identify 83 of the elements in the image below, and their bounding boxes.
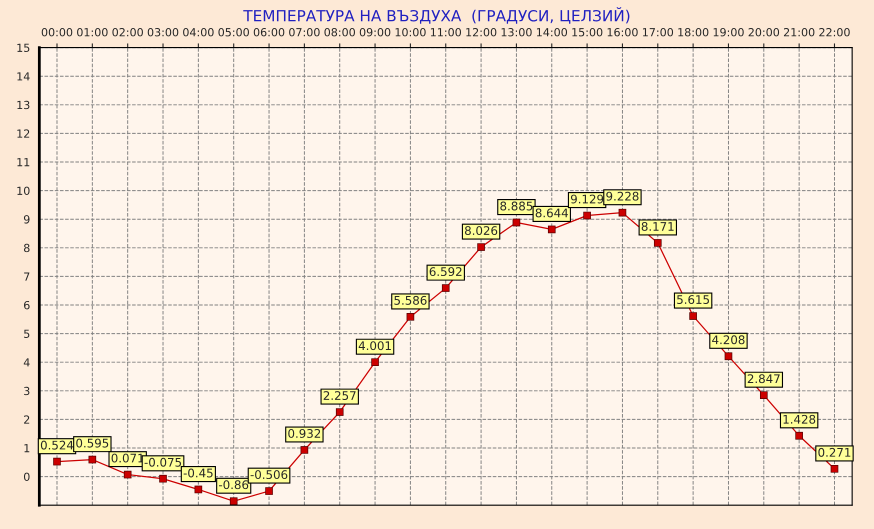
x-tick-label: 04:00 bbox=[183, 28, 214, 36]
x-tick-label: 15:00 bbox=[572, 28, 602, 36]
point bbox=[689, 312, 697, 320]
x-tick-label: 14:00 bbox=[536, 28, 568, 36]
x-tick-label: 18:00 bbox=[678, 28, 708, 36]
x-tick-label: 19:00 bbox=[714, 28, 744, 36]
x-tick-label: 11:00 bbox=[430, 28, 462, 36]
y-tick-label: 12 bbox=[17, 129, 30, 138]
point bbox=[124, 470, 132, 478]
point bbox=[512, 218, 520, 226]
point bbox=[548, 226, 556, 234]
data-label: 9.228 bbox=[606, 192, 639, 201]
y-tick-label: 3 bbox=[24, 386, 30, 396]
data-label: 2.257 bbox=[324, 391, 356, 400]
data-label: 2.847 bbox=[748, 374, 780, 384]
data-label: 5.615 bbox=[677, 295, 709, 304]
point bbox=[230, 497, 238, 506]
data-label: 8.171 bbox=[642, 222, 674, 231]
x-tick-label: 03:00 bbox=[148, 28, 178, 36]
point bbox=[760, 391, 768, 399]
y-tick-label: 15 bbox=[17, 44, 30, 52]
data-label: -0.075 bbox=[144, 458, 182, 467]
y-tick-label: 8 bbox=[24, 244, 30, 252]
data-label: 4.001 bbox=[358, 341, 391, 350]
point bbox=[477, 243, 485, 251]
chart-title: ТЕМПЕРАТУРА НА ВЪЗДУХА (ГРАДУСИ, ЦЕЛЗИЙ) bbox=[243, 7, 630, 24]
y-tick-label: 6 bbox=[24, 300, 30, 310]
point bbox=[336, 408, 344, 416]
y-tick-label: 14 bbox=[17, 72, 30, 80]
y-tick-label: 4 bbox=[24, 358, 30, 366]
x-tick-label: 12:00 bbox=[466, 28, 496, 36]
point bbox=[194, 486, 202, 494]
x-tick-label: 16:00 bbox=[608, 28, 638, 36]
x-tick-label: 17:00 bbox=[642, 28, 674, 36]
x-tick-label: 09:00 bbox=[360, 28, 390, 36]
point bbox=[618, 208, 626, 217]
x-tick-label: 06:00 bbox=[254, 28, 284, 36]
point bbox=[88, 456, 96, 464]
data-label: 8.644 bbox=[536, 208, 568, 218]
point bbox=[442, 284, 450, 292]
x-tick-label: 10:00 bbox=[396, 28, 426, 36]
y-tick-label: 5 bbox=[24, 330, 30, 338]
data-label: 0.595 bbox=[76, 438, 108, 448]
x-tick-label: 13:00 bbox=[502, 28, 532, 36]
point bbox=[371, 358, 379, 366]
y-tick-label: 11 bbox=[17, 158, 30, 166]
point bbox=[300, 446, 308, 454]
x-tick-label: 07:00 bbox=[289, 28, 320, 36]
point bbox=[583, 212, 591, 220]
point bbox=[724, 352, 732, 360]
y-tick-label: 1 bbox=[24, 444, 30, 452]
data-label: 0.271 bbox=[818, 448, 850, 457]
x-tick-label: 02:00 bbox=[112, 28, 143, 36]
point bbox=[159, 474, 167, 483]
data-label: -0.86 bbox=[219, 480, 248, 490]
point bbox=[654, 239, 662, 247]
data-label: 8.885 bbox=[500, 202, 532, 210]
x-tick-label: 21:00 bbox=[784, 28, 814, 36]
data-label: 4.208 bbox=[712, 335, 745, 344]
y-tick-label: 7 bbox=[24, 272, 30, 281]
data-label: 8.026 bbox=[464, 226, 498, 236]
y-tick-label: 0 bbox=[24, 472, 30, 481]
data-label: 1.428 bbox=[784, 414, 816, 424]
x-tick-label: 22:00 bbox=[819, 28, 850, 36]
x-tick-label: 20:00 bbox=[748, 28, 780, 36]
data-label: -0.506 bbox=[250, 470, 288, 480]
y-tick-label: 9 bbox=[24, 215, 30, 224]
y-tick-label: 13 bbox=[17, 100, 30, 110]
data-label: -0.45 bbox=[184, 468, 213, 478]
point bbox=[830, 465, 838, 473]
point bbox=[265, 487, 273, 495]
data-label: 6.592 bbox=[430, 267, 462, 276]
y-tick-label: 2 bbox=[24, 415, 30, 424]
x-tick-label: 05:00 bbox=[218, 28, 249, 36]
y-tick-label: 10 bbox=[17, 186, 30, 195]
x-tick-label: 01:00 bbox=[77, 28, 108, 36]
point bbox=[795, 432, 803, 440]
point bbox=[406, 313, 414, 321]
x-tick-label: 00:00 bbox=[42, 28, 72, 36]
point bbox=[53, 458, 61, 466]
data-label: 5.586 bbox=[394, 296, 427, 305]
data-label: 0.932 bbox=[288, 429, 320, 438]
x-tick-label: 08:00 bbox=[324, 28, 355, 36]
